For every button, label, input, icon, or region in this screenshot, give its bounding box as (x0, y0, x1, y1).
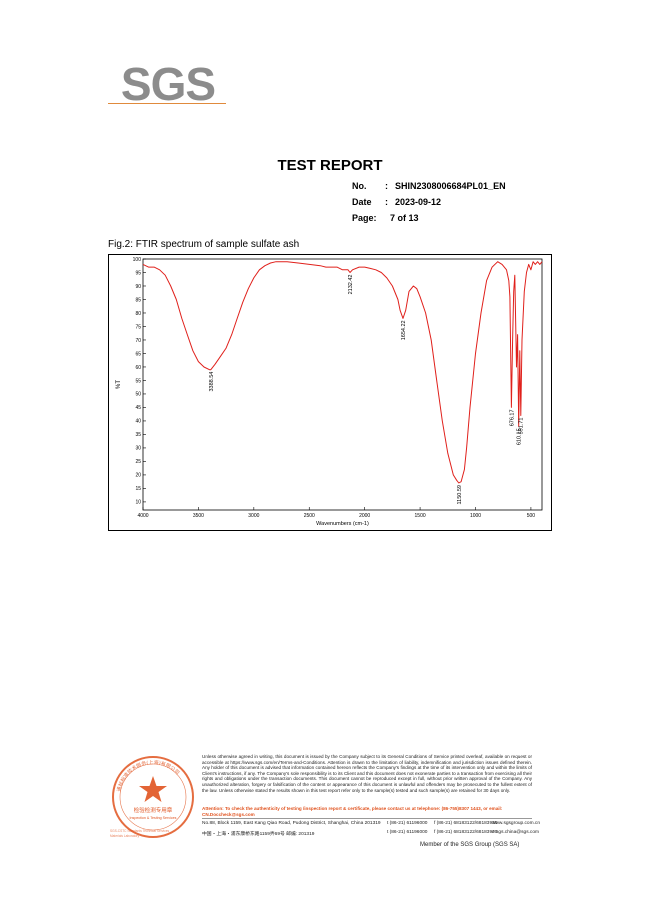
website-link[interactable]: www.sgsgroup.com.cn (492, 821, 540, 826)
x-tick-label: 3000 (248, 513, 259, 519)
peak-label: 676.17 (509, 409, 515, 426)
report-date-label: Date (352, 197, 372, 207)
sgs-logo: SGS (121, 58, 216, 106)
x-tick-label: 2000 (359, 513, 370, 519)
ftir-spectrum-chart: 100 95 90 85 80 75 70 65 60 55 50 45 40 35 30 25 20 15 10 4… (116, 257, 543, 527)
inspection-seal-stamp: 检验检测专用章 Inspection & Testing Services 通标… (110, 756, 194, 838)
y-tick-label: 95 (135, 270, 141, 276)
y-tick-label: 65 (135, 351, 141, 357)
y-tick-label: 45 (135, 405, 141, 411)
address-row-en: No.88, Block 1159, East Kang Qiao Road, … (202, 821, 540, 828)
report-number-row: No.: SHIN2308006684PL01_EN (352, 181, 506, 191)
figure-caption: Fig.2: FTIR spectrum of sample sulfate a… (108, 239, 300, 250)
svg-text:检验检测专用章: 检验检测专用章 (134, 806, 173, 814)
x-tick-label: 1000 (470, 513, 481, 519)
logo-underline (108, 103, 226, 104)
svg-text:Inspection & Testing Services: Inspection & Testing Services (130, 816, 177, 820)
peak-label: 3388.54 (209, 372, 215, 392)
y-tick-label: 50 (135, 392, 141, 398)
y-tick-label: 15 (135, 486, 141, 492)
y-tick-label: 85 (135, 297, 141, 303)
svg-text:SGS-CSTC Standards Technical S: SGS-CSTC Standards Technical Services (110, 829, 170, 833)
report-title: TEST REPORT (277, 157, 383, 174)
peak-label: 1150.59 (457, 485, 463, 504)
fax-en: f (86-21) 68183122/68183920 (434, 821, 498, 826)
y-axis-label: %T (116, 380, 122, 389)
address-row-cn: 中国・上海・浦东康桥东路1159弄69号 邮编: 201319 t (86-21… (202, 830, 539, 837)
y-tick-label: 25 (135, 459, 141, 465)
y-tick-label: 35 (135, 432, 141, 438)
report-page-label: Page: (352, 213, 377, 223)
y-tick-label: 100 (133, 257, 142, 263)
y-tick-label: 30 (135, 446, 141, 452)
svg-text:Materials Laboratory: Materials Laboratory (110, 834, 139, 838)
email-link[interactable]: e sgs.china@sgs.com (492, 830, 539, 835)
phone-en: t (86-21) 61196000 (387, 821, 428, 826)
y-tick-label: 90 (135, 284, 141, 290)
x-tick-label: 1500 (415, 513, 426, 519)
spectrum-line (142, 261, 543, 484)
fax-cn: f (86-21) 68183122/68183920 (434, 830, 498, 835)
x-tick-label: 3500 (193, 513, 204, 519)
y-tick-label: 55 (135, 378, 141, 384)
peak-label: 1654.22 (401, 320, 407, 340)
peak-label: 591.71 (519, 418, 525, 435)
report-number-label: No. (352, 181, 367, 191)
x-axis-label: Wavenumbers (cm-1) (316, 521, 369, 527)
authenticity-alert: Attention: To check the authenticity of … (202, 806, 503, 817)
address-cn: 中国・上海・浦东康桥东路1159弄69号 邮编: 201319 (202, 832, 315, 837)
report-number-value: SHIN2308006684PL01_EN (395, 181, 506, 191)
report-date-value: 2023-09-12 (395, 197, 442, 207)
y-tick-label: 80 (135, 311, 141, 317)
report-page-row: Page: 7 of 13 (352, 213, 419, 223)
x-tick-label: 500 (527, 513, 536, 519)
report-page-value: 7 of 13 (390, 213, 419, 223)
y-tick-label: 75 (135, 324, 141, 330)
phone-cn: t (86-21) 61196000 (387, 830, 428, 835)
footer-divider (202, 818, 532, 819)
svg-text:SGS: SGS (121, 58, 215, 106)
legal-disclaimer: Unless otherwise agreed in writing, this… (202, 754, 532, 793)
peak-label: 610.15 (517, 428, 523, 445)
y-tick-label: 70 (135, 338, 141, 344)
y-tick-label: 20 (135, 473, 141, 479)
member-statement: Member of the SGS Group (SGS SA) (420, 842, 520, 848)
peak-label: 2132.42 (348, 274, 354, 294)
y-tick-label: 40 (135, 419, 141, 425)
x-tick-label: 4000 (137, 513, 148, 519)
chart-frame (108, 254, 552, 531)
y-tick-label: 10 (135, 500, 141, 506)
report-date-row: Date:2023-09-12 (352, 197, 442, 207)
x-tick-label: 2500 (304, 513, 315, 519)
plot-area-border (142, 258, 543, 511)
address-en: No.88, Block 1159, East Kang Qiao Road, … (202, 821, 381, 826)
y-tick-label: 60 (135, 365, 141, 371)
